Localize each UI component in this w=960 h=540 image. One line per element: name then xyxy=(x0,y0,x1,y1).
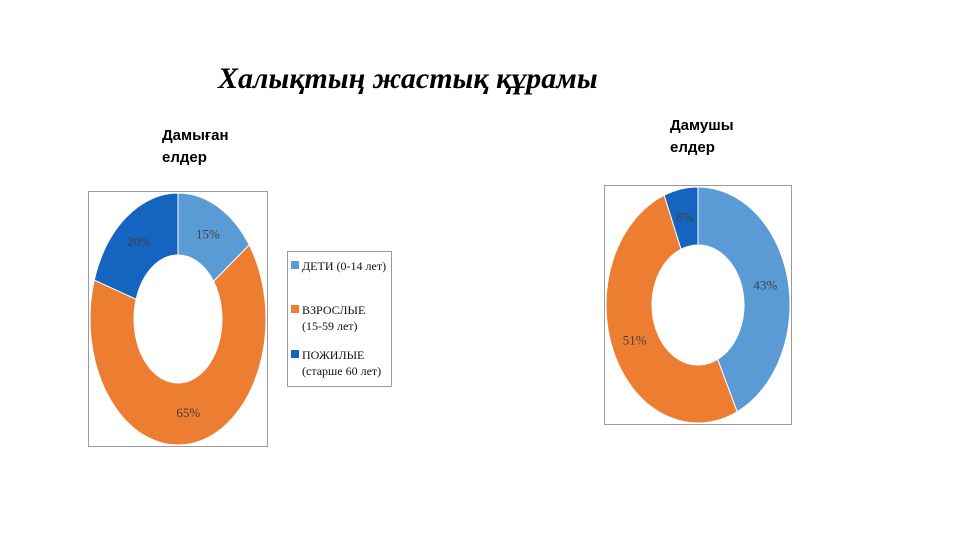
donut-slice-children xyxy=(697,186,791,413)
legend-label: ВЗРОСЛЫЕ (15-59 лет) xyxy=(302,302,392,334)
chart-legend: ДЕТИ (0-14 лет) ВЗРОСЛЫЕ (15-59 лет) ПОЖ… xyxy=(287,251,392,387)
donut-data-label-elderly: 20% xyxy=(127,234,151,249)
legend-label-line: ДЕТИ (0-14 лет) xyxy=(302,259,387,273)
slide-title: Халықтың жастық құрамы xyxy=(218,62,598,95)
caption-line: елдер xyxy=(670,139,715,156)
donut-slice-elderly xyxy=(93,192,179,300)
donut-data-label-adults: 65% xyxy=(176,405,200,420)
legend-swatch xyxy=(291,261,299,269)
donut-data-label-children: 15% xyxy=(196,226,220,241)
legend-label-line: (старше 60 лет) xyxy=(302,364,382,378)
donut-chart-developed: 15% 65% 20% xyxy=(88,191,268,447)
donut-chart-developing: 43% 51% 6% xyxy=(604,185,792,425)
legend-label-line: (15-59 лет) xyxy=(302,319,358,333)
legend-label: ДЕТИ (0-14 лет) xyxy=(302,258,392,274)
donut-data-label-elderly: 6% xyxy=(676,210,694,225)
donut-chart-svg: 15% 65% 20% xyxy=(89,192,267,446)
caption-line: елдер xyxy=(162,149,207,166)
donut-data-label-adults: 51% xyxy=(623,332,647,347)
donut-slice-elderly xyxy=(663,186,699,250)
legend-swatch xyxy=(291,350,299,358)
legend-label-line: ВЗРОСЛЫЕ xyxy=(302,303,366,317)
caption-line: Дамушы xyxy=(670,117,734,134)
legend-label: ПОЖИЛЫЕ (старше 60 лет) xyxy=(302,347,392,379)
legend-swatch xyxy=(291,305,299,313)
legend-label-line: ПОЖИЛЫЕ xyxy=(302,348,365,362)
donut-slice-adults xyxy=(605,194,738,424)
chart-caption-developing: Дамушы елдер xyxy=(670,115,780,159)
chart-caption-developed: Дамыған елдер xyxy=(162,125,272,169)
caption-line: Дамыған xyxy=(162,127,229,144)
donut-slice-adults xyxy=(89,244,267,446)
donut-chart-svg: 43% 51% 6% xyxy=(605,186,791,424)
donut-data-label-children: 43% xyxy=(753,278,777,293)
